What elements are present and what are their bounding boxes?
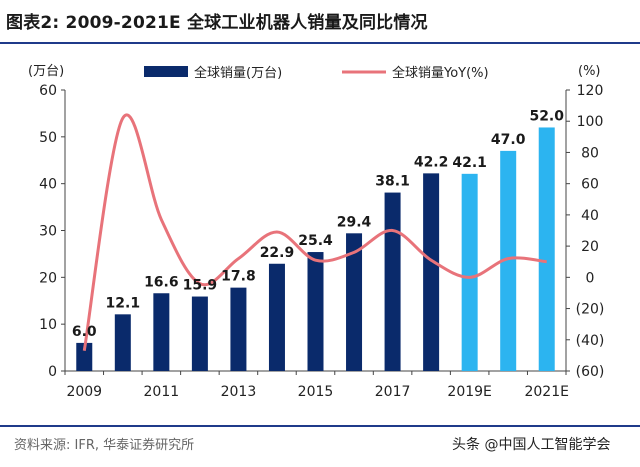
bar-2012 bbox=[191, 296, 208, 371]
x-tick-label: 2011 bbox=[144, 384, 180, 400]
bar-series bbox=[76, 127, 555, 371]
bar-data-label-2021E: 52.0 bbox=[529, 108, 564, 124]
bar-data-label-2010: 12.1 bbox=[106, 295, 141, 311]
bar-2019E bbox=[461, 173, 478, 371]
legend: 全球销量(万台) 全球销量YoY(%) bbox=[144, 65, 489, 81]
bar-2009 bbox=[76, 342, 93, 371]
y-left-tick-label: 0 bbox=[48, 364, 57, 380]
title-rule bbox=[0, 42, 640, 44]
y-right-tick-label: 100 bbox=[577, 114, 604, 130]
y-left-tick-label: 40 bbox=[39, 177, 57, 193]
x-tick-label: 2017 bbox=[375, 384, 411, 400]
footer-rule bbox=[0, 425, 640, 427]
y-right-tick-label: 80 bbox=[581, 145, 599, 161]
bar-data-labels: 6.012.116.6 15.917.822.925.429.438.142.2 4… bbox=[72, 108, 564, 339]
bar-2020E bbox=[500, 150, 517, 371]
y-left-tick-label: 50 bbox=[39, 130, 57, 146]
y-left-tick-label: 30 bbox=[39, 224, 57, 240]
x-tick-label: 2015 bbox=[298, 384, 334, 400]
bar-data-label-2011: 16.6 bbox=[144, 274, 179, 290]
legend-bar-swatch bbox=[144, 66, 188, 77]
watermark: 头条 @中国人工智能学会 bbox=[452, 437, 611, 453]
bar-data-label-2019E: 42.1 bbox=[452, 155, 487, 171]
y-right-tick-label: 60 bbox=[581, 177, 599, 193]
bar-2016 bbox=[346, 233, 363, 371]
y-right-tick-label: 120 bbox=[577, 83, 604, 99]
y-right-tick-label: (60) bbox=[576, 364, 605, 380]
y-right-tick-label: (40) bbox=[576, 333, 605, 349]
x-tick-label: 2013 bbox=[221, 384, 257, 400]
y-right-tick-label: 40 bbox=[581, 208, 599, 224]
y-left-tick-label: 10 bbox=[39, 317, 57, 333]
x-tick-label: 2009 bbox=[66, 384, 102, 400]
bar-data-label-2009: 6.0 bbox=[72, 324, 97, 340]
bar-2011 bbox=[153, 293, 170, 371]
axes: 0 10 20 30 40 50 60 (60) (40) (20) 0 20 40 60 80 100 120… bbox=[39, 83, 604, 400]
y-left-tick-label: 20 bbox=[39, 270, 57, 286]
bar-data-label-2014: 22.9 bbox=[260, 245, 295, 261]
x-tick-label: 2021E bbox=[524, 384, 568, 400]
yoy-line-series bbox=[82, 113, 547, 351]
bar-2017 bbox=[384, 192, 401, 371]
x-tick-label: 2019E bbox=[447, 384, 491, 400]
y-left-tick-label: 60 bbox=[39, 83, 57, 99]
y-left-axis-label: (万台) bbox=[28, 64, 64, 79]
y-right-tick-label: (20) bbox=[576, 302, 605, 318]
bar-data-label-2013: 17.8 bbox=[221, 269, 256, 285]
source-note: 资料来源: IFR, 华泰证券研究所 bbox=[14, 438, 195, 453]
bar-2015 bbox=[307, 252, 324, 371]
yoy-line-path bbox=[82, 113, 547, 351]
bar-2014 bbox=[268, 263, 285, 371]
bar-data-label-2016: 29.4 bbox=[337, 214, 372, 230]
y-right-axis-label: (%) bbox=[578, 64, 601, 79]
legend-bar-label: 全球销量(万台) bbox=[194, 65, 282, 81]
bar-data-label-2015: 25.4 bbox=[298, 233, 333, 249]
bar-data-label-2017: 38.1 bbox=[375, 174, 410, 190]
y-right-tick-label: 20 bbox=[581, 239, 599, 255]
bar-2018 bbox=[423, 173, 440, 371]
bar-data-label-2012: 15.9 bbox=[183, 278, 218, 294]
legend-line-label: 全球销量YoY(%) bbox=[392, 65, 489, 81]
y-right-tick-label: 0 bbox=[586, 270, 595, 286]
bar-data-label-2018: 42.2 bbox=[414, 154, 449, 170]
bar-data-label-2020E: 47.0 bbox=[491, 132, 526, 148]
bar-2010 bbox=[114, 314, 131, 371]
bar-2013 bbox=[230, 287, 247, 371]
chart-title: 图表2: 2009-2021E 全球工业机器人销量及同比情况 bbox=[6, 13, 428, 33]
bar-2021E bbox=[538, 127, 555, 371]
